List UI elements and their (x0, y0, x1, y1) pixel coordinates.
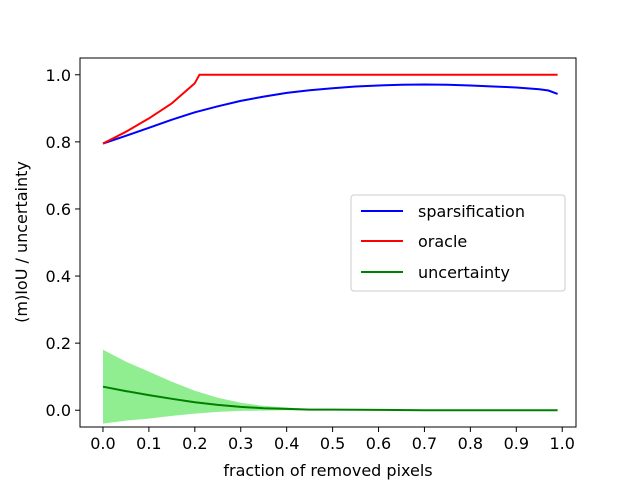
y-tick-label: 0.8 (46, 133, 71, 152)
legend-label-uncertainty: uncertainty (418, 263, 510, 282)
plot-frame (79, 57, 577, 428)
legend-box (350, 194, 566, 292)
x-tick-label: 0.9 (504, 434, 529, 453)
x-tick-label: 0.4 (274, 434, 299, 453)
legend-label-oracle: oracle (418, 232, 467, 251)
x-tick-label: 0.5 (320, 434, 345, 453)
series-band-uncertainty (103, 349, 558, 424)
x-tick-label: 0.7 (412, 434, 437, 453)
y-tick-label: 0.0 (46, 401, 71, 420)
x-tick-label: 0.3 (228, 434, 253, 453)
y-tick-label: 0.6 (46, 200, 71, 219)
y-axis-label: (m)IoU / uncertainty (12, 161, 31, 323)
x-axis-label: fraction of removed pixels (223, 461, 432, 480)
x-tick-label: 0.1 (136, 434, 161, 453)
y-tick-label: 1.0 (46, 66, 71, 85)
x-tick-label: 0.2 (182, 434, 207, 453)
series-line-uncertainty (102, 385, 558, 412)
legend-label-sparsification: sparsification (418, 202, 525, 221)
y-tick-label: 0.4 (46, 267, 71, 286)
legend: sparsification oracle uncertainty (350, 194, 566, 292)
series-line-oracle (102, 73, 558, 145)
y-tick-label: 0.2 (46, 334, 71, 353)
x-tick-label: 0.0 (90, 434, 115, 453)
x-tick-label: 1.0 (549, 434, 574, 453)
series-line-sparsification (102, 83, 558, 145)
x-tick-label: 0.6 (366, 434, 391, 453)
x-tick-label: 0.8 (458, 434, 483, 453)
